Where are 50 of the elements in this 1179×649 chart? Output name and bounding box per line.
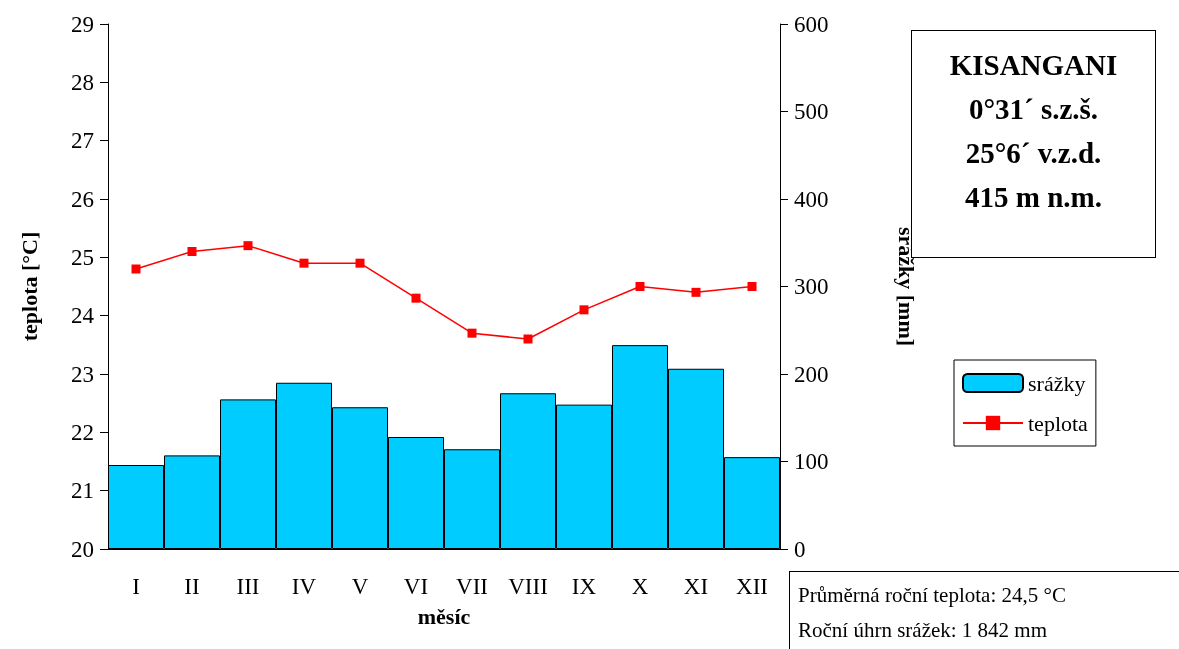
point bbox=[523, 334, 533, 344]
point bbox=[635, 282, 645, 291]
point bbox=[243, 241, 253, 251]
x-tick-label: VI bbox=[403, 574, 429, 599]
point bbox=[131, 264, 141, 274]
x-tick-label: IX bbox=[571, 574, 597, 599]
point bbox=[411, 293, 421, 303]
y-tick-label: 22 bbox=[71, 419, 94, 445]
text: Průměrná roční teplota: 24,5 °C bbox=[798, 582, 1067, 609]
x-tick-label: VII bbox=[456, 574, 488, 599]
y-tick-label: 26 bbox=[71, 186, 94, 212]
x-tick-label: II bbox=[184, 574, 200, 599]
y-tick-label: 20 bbox=[71, 536, 94, 562]
x-tick-label: VIII bbox=[508, 574, 548, 599]
y-axis-title: teplota [°C] bbox=[16, 231, 42, 342]
y2-tick-label: 600 bbox=[794, 11, 829, 37]
y2-tick-label: 200 bbox=[794, 361, 829, 387]
y-tick-label: 27 bbox=[71, 128, 94, 154]
x-tick-label: V bbox=[351, 574, 369, 599]
y2-axis-title: srážky [mm] bbox=[893, 226, 919, 347]
legend-label: srážky bbox=[1028, 370, 1086, 396]
x-tick-label: X bbox=[631, 574, 649, 599]
x-tick-label: I bbox=[132, 574, 140, 599]
text: Roční úhrn srážek: 1 842 mm bbox=[798, 617, 1049, 644]
y2-tick-label: 300 bbox=[794, 274, 829, 299]
legend-label: teplota bbox=[1028, 410, 1089, 436]
x-axis-title: měsíc bbox=[417, 603, 471, 629]
point bbox=[299, 258, 309, 268]
y2-tick-label: 400 bbox=[794, 186, 829, 212]
x-tick-label: XI bbox=[683, 574, 709, 599]
y-tick-label: 29 bbox=[71, 11, 94, 37]
point bbox=[691, 287, 701, 297]
y-tick-label: 21 bbox=[71, 478, 94, 504]
x-tick-label: IV bbox=[291, 574, 317, 599]
text: 0°31´ s.z.š. 25°6´ v.z.d. 415 m n.m. bbox=[964, 92, 1103, 215]
y-tick-label: 28 bbox=[71, 69, 94, 95]
y-tick-label: 23 bbox=[71, 361, 94, 387]
point bbox=[355, 258, 365, 268]
text: KISANGANI bbox=[948, 48, 1119, 83]
y-tick-label: 25 bbox=[71, 244, 94, 270]
y2-tick-label: 100 bbox=[794, 449, 829, 474]
y2-tick-label: 0 bbox=[794, 536, 806, 562]
x-tick-label: III bbox=[236, 574, 260, 599]
x-tick-label: XII bbox=[736, 574, 768, 599]
y2-tick-label: 500 bbox=[794, 99, 829, 124]
y-tick-label: 24 bbox=[71, 303, 95, 329]
point bbox=[579, 305, 589, 315]
point bbox=[467, 328, 477, 338]
point bbox=[747, 282, 757, 291]
point bbox=[187, 247, 197, 256]
